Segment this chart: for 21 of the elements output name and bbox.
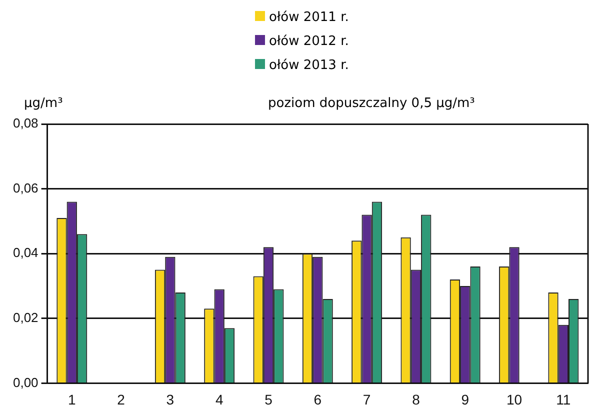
x-tick-label: 2 bbox=[117, 391, 126, 408]
x-tick-label: 10 bbox=[506, 391, 522, 408]
x-tick-label: 9 bbox=[461, 391, 470, 408]
x-tick-label: 6 bbox=[314, 391, 322, 408]
x-tick-label: 11 bbox=[556, 391, 571, 408]
x-tick-label: 3 bbox=[166, 391, 174, 408]
x-tick-label: 7 bbox=[362, 391, 371, 408]
x-tick-label: 8 bbox=[412, 391, 420, 408]
y-tick-label: 0,00 bbox=[12, 374, 38, 390]
text: poziom dopuszczalny 0,5 µg/m³ bbox=[268, 96, 475, 111]
x-tick-label: 5 bbox=[264, 391, 273, 408]
y-tick-label: 0,08 bbox=[12, 116, 38, 131]
x-tick-label: 1 bbox=[68, 391, 76, 408]
x-tick-label: 4 bbox=[215, 391, 224, 408]
y-tick-label: 0,02 bbox=[12, 310, 38, 325]
legend-label: ołów 2013 r. bbox=[268, 57, 349, 75]
y-axis-title: µg/m³ bbox=[24, 96, 63, 111]
legend-label: ołów 2011 r. bbox=[268, 9, 349, 27]
y-tick-label: 0,04 bbox=[12, 245, 38, 260]
legend-label: ołów 2012 r. bbox=[268, 33, 349, 51]
y-tick-label: 0,06 bbox=[12, 180, 38, 196]
